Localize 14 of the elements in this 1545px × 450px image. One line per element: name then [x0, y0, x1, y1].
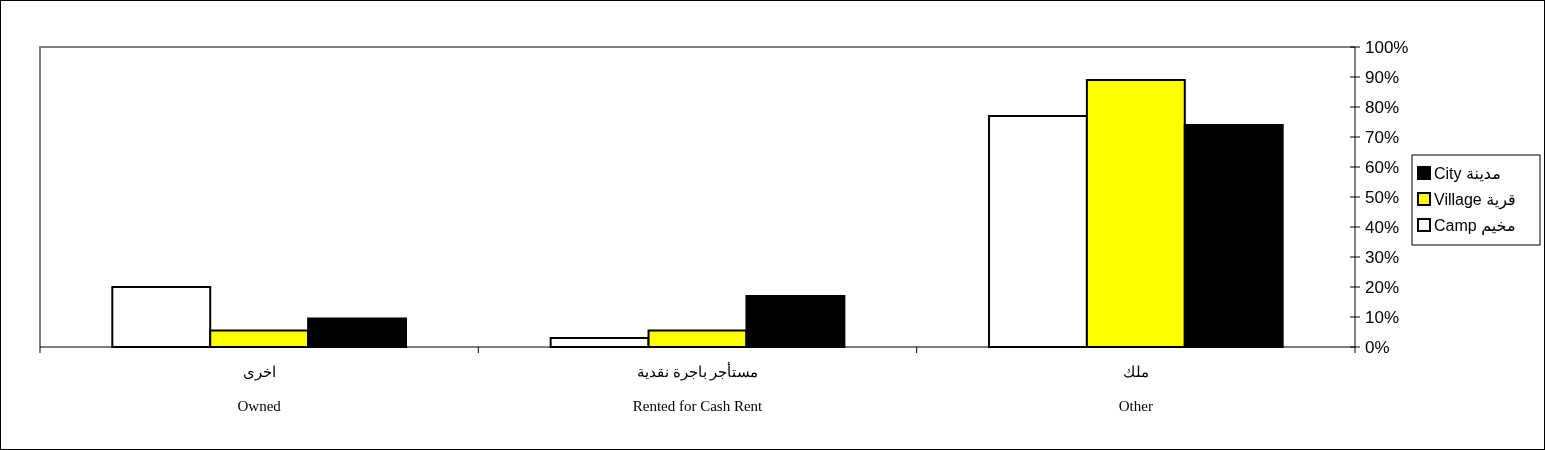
y-tick-label: 40% [1365, 218, 1400, 237]
legend-label: Camp مخيم [1434, 217, 1516, 235]
y-tick-label: 30% [1365, 248, 1400, 267]
y-tick-label: 0% [1365, 338, 1390, 357]
y-tick-label: 50% [1365, 188, 1400, 207]
y-tick-label: 100% [1365, 38, 1409, 57]
legend-label: Village قرية [1434, 191, 1516, 210]
y-tick-label: 60% [1365, 158, 1400, 177]
y-tick-label: 70% [1365, 128, 1400, 147]
y-tick-label: 90% [1365, 68, 1400, 87]
legend-label: City مدينة [1434, 165, 1501, 182]
y-tick-label: 20% [1365, 278, 1400, 297]
y-tick-label: 80% [1365, 98, 1400, 117]
y-tick-label: 10% [1365, 308, 1400, 327]
